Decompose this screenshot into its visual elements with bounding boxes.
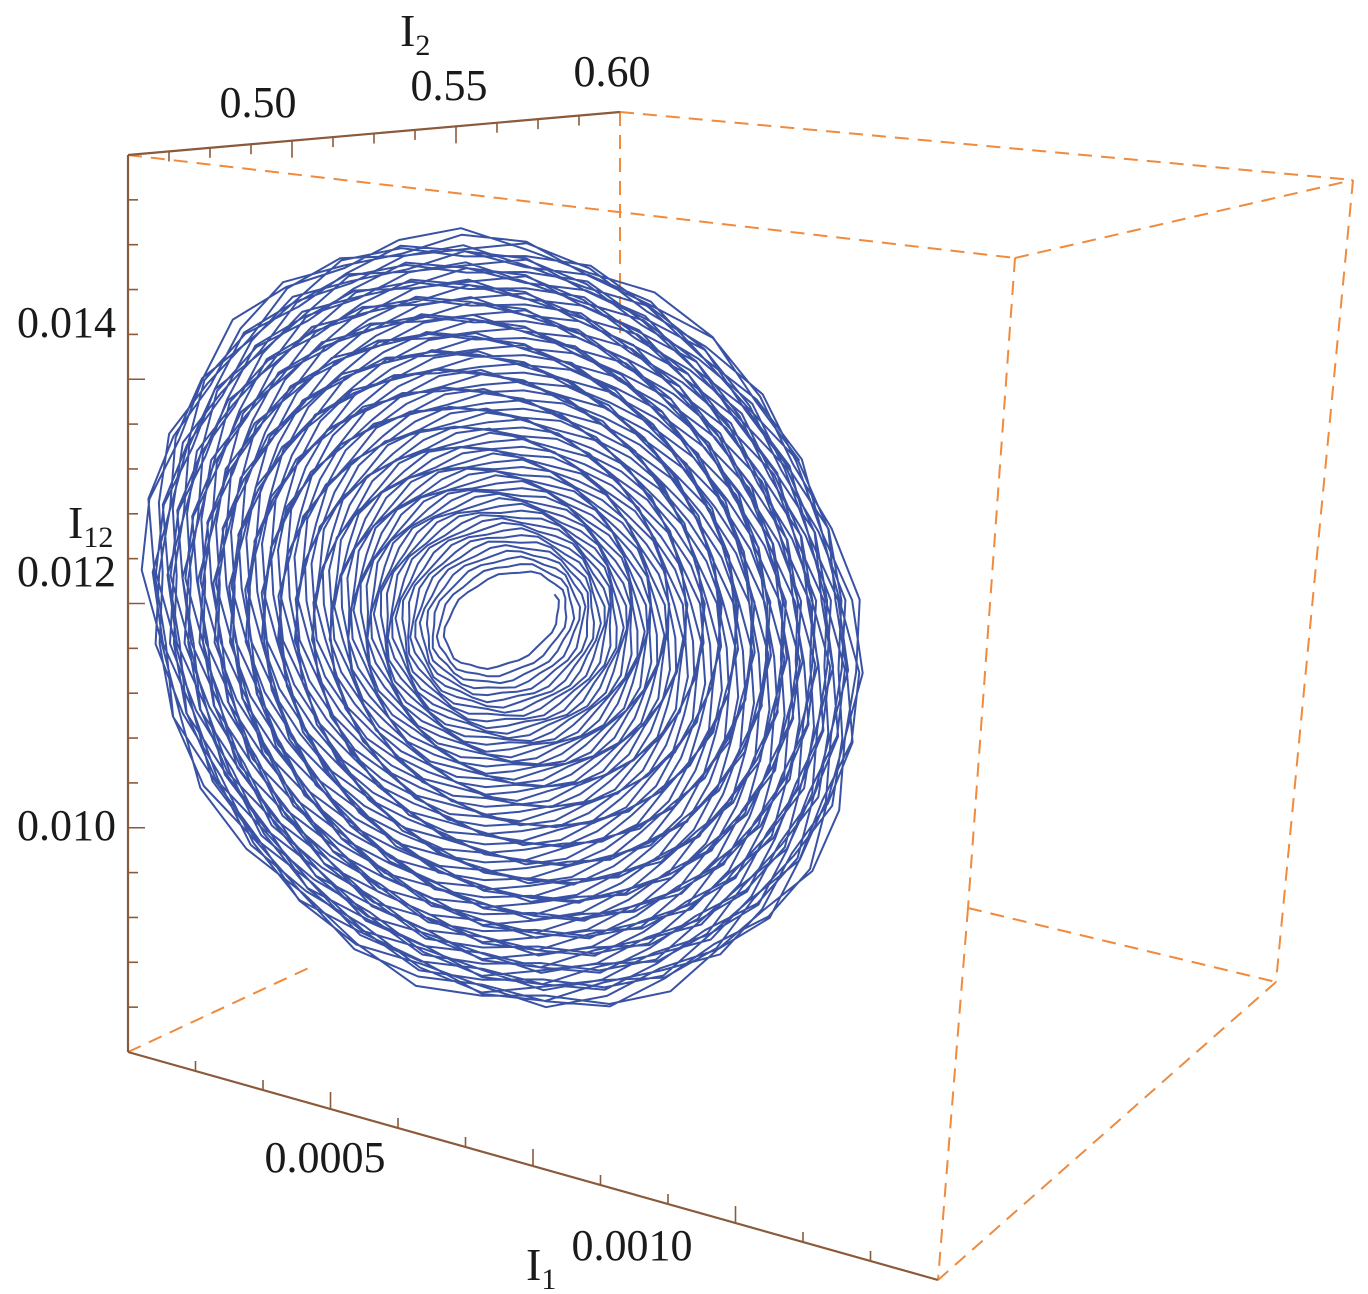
box-edge <box>967 257 1016 909</box>
box-edge <box>619 111 1354 181</box>
x-tick-label: 0.0005 <box>265 1133 386 1182</box>
box-edge <box>1275 179 1354 983</box>
box-edge <box>967 907 1277 983</box>
axis-titles: I2 I12 I1 <box>68 5 556 1294</box>
bounding-box-front <box>937 179 1354 1281</box>
y-tick-label: 0.60 <box>574 47 651 96</box>
box-edge <box>127 964 316 1053</box>
z-tick-label: 0.012 <box>17 547 116 596</box>
x-tick-label: 0.0010 <box>572 1221 693 1270</box>
y-tick-label: 0.55 <box>411 61 488 110</box>
box-edge <box>937 907 969 1281</box>
box-edge <box>937 981 1277 1281</box>
bounding-box-back <box>127 111 1354 1281</box>
z-tick-label: 0.014 <box>17 298 116 347</box>
tick-marks <box>128 115 872 1261</box>
y-axis-title: I2 <box>400 5 430 62</box>
box-edge <box>127 154 1016 259</box>
z-axis-title: I12 <box>68 497 113 554</box>
tick-labels: 0.50 0.55 0.60 0.014 0.012 0.010 0.0005 … <box>17 47 693 1270</box>
box-edge <box>1014 179 1354 259</box>
z-tick-label: 0.010 <box>17 801 116 850</box>
x-axis-title: I1 <box>526 1239 556 1294</box>
y-tick-label: 0.50 <box>220 78 297 127</box>
trajectory-line <box>140 227 864 1009</box>
trajectory-layer <box>140 227 864 1009</box>
